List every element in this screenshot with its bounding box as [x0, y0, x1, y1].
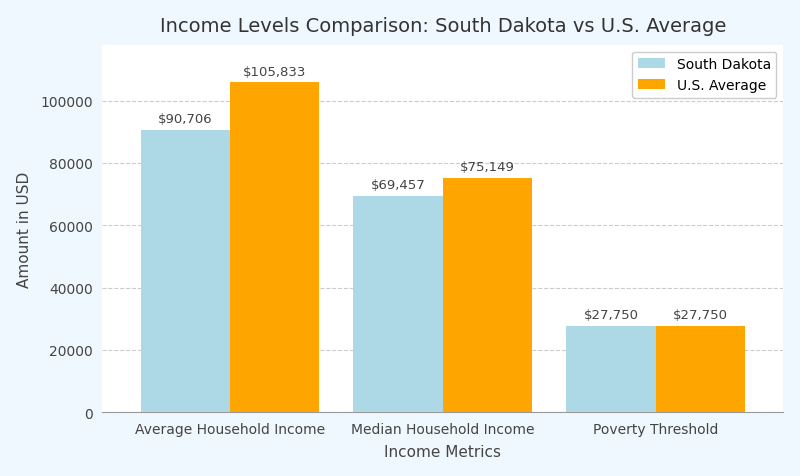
- Bar: [656, 326, 745, 412]
- Y-axis label: Amount in USD: Amount in USD: [17, 171, 32, 287]
- Legend: South Dakota, U.S. Average: South Dakota, U.S. Average: [632, 52, 776, 99]
- Bar: [230, 83, 319, 412]
- Bar: [443, 178, 532, 412]
- Bar: [141, 130, 230, 412]
- Text: $27,750: $27,750: [673, 308, 728, 321]
- X-axis label: Income Metrics: Income Metrics: [384, 445, 502, 459]
- Bar: [354, 197, 443, 412]
- Text: $27,750: $27,750: [583, 308, 638, 321]
- Bar: [566, 326, 656, 412]
- Text: $75,149: $75,149: [460, 161, 515, 174]
- Text: $90,706: $90,706: [158, 113, 213, 126]
- Text: $69,457: $69,457: [370, 179, 426, 192]
- Title: Income Levels Comparison: South Dakota vs U.S. Average: Income Levels Comparison: South Dakota v…: [160, 17, 726, 36]
- Text: $105,833: $105,833: [243, 66, 306, 79]
